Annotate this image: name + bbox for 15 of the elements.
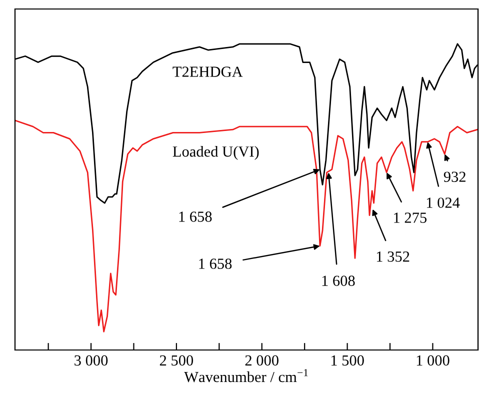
annotation: 1 658 xyxy=(179,212,212,222)
x-axis-title: Wavenumber / cm$^{−1}$ xyxy=(184,369,308,382)
annotation: 1 352 xyxy=(376,251,410,262)
annotation: 1 024 xyxy=(426,198,460,208)
annotation: 932 xyxy=(444,172,466,182)
series-label: Loaded U(VI) xyxy=(172,146,259,160)
x-tick-label: 2 500 xyxy=(160,355,194,366)
x-tick-label: 1 000 xyxy=(416,355,450,366)
x-tick-label: 3 000 xyxy=(74,355,108,366)
series-label: T2EHDGA xyxy=(172,66,243,77)
x-tick-label: 2 000 xyxy=(245,355,278,366)
annotation: 1 275 xyxy=(394,212,427,223)
annotation: 1 608 xyxy=(322,276,355,286)
x-tick-label: 1 500 xyxy=(331,355,364,366)
annotation: 1 658 xyxy=(199,258,232,269)
